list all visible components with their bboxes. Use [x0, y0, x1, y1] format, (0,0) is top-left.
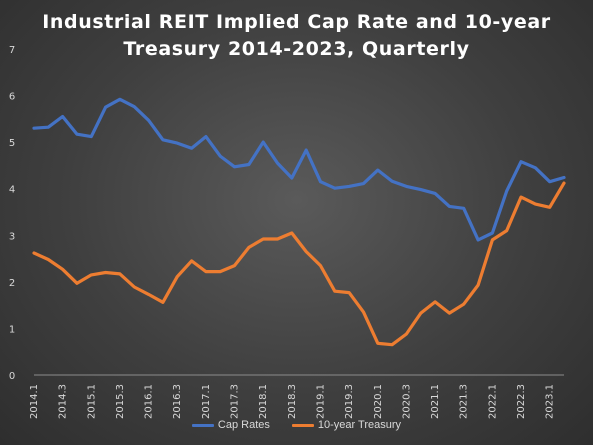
legend-swatch-cap-rates [191, 423, 214, 427]
chart-title-line-2: Treasury 2014-2023, Quarterly [123, 38, 470, 60]
x-tick-label: 2022.1 [487, 384, 498, 419]
x-tick-label: 2016.3 [172, 384, 183, 419]
y-tick-label: 2 [9, 278, 15, 289]
x-tick-label: 2017.3 [230, 384, 241, 419]
x-tick-label: 2015.1 [86, 384, 97, 419]
legend-item-10-year-treasury: 10-year Treasury [291, 419, 402, 431]
y-tick-label: 4 [9, 185, 15, 196]
x-tick-label: 2019.3 [344, 384, 355, 419]
x-tick-label: 2018.3 [287, 384, 298, 419]
series-line-cap-rates [32, 97, 566, 242]
x-tick-label: 2016.1 [144, 384, 155, 419]
x-tick-label: 2021.1 [430, 384, 441, 419]
chart-title-line-1: Industrial REIT Implied Cap Rate and 10-… [42, 11, 551, 33]
series-line-10-year-treasury [32, 181, 566, 347]
x-tick-label: 2018.1 [258, 384, 269, 419]
x-tick-label: 2014.3 [58, 384, 69, 419]
x-tick-label: 2017.1 [201, 384, 212, 419]
legend-swatch-10-year-treasury [291, 423, 314, 427]
x-tick-label: 2015.3 [115, 384, 126, 419]
x-tick-label: 2020.3 [401, 384, 412, 419]
y-tick-label: 3 [9, 231, 15, 242]
legend-label-cap-rates: Cap Rates [217, 419, 270, 431]
x-tick-label: 2021.3 [459, 384, 470, 419]
y-tick-label: 0 [9, 371, 15, 382]
y-tick-label: 1 [9, 324, 15, 335]
y-tick-label: 5 [9, 138, 15, 149]
x-tick-label: 2023.1 [545, 384, 556, 419]
legend-item-cap-rates: Cap Rates [191, 419, 270, 431]
legend-label-10-year-treasury: 10-year Treasury [317, 419, 402, 431]
x-tick-label: 2019.1 [315, 384, 326, 419]
y-tick-label: 6 [9, 92, 15, 103]
y-tick-label: 7 [9, 45, 15, 56]
x-tick-label: 2020.1 [373, 384, 384, 419]
x-tick-label: 2022.3 [516, 384, 527, 419]
x-tick-label: 2014.1 [29, 384, 40, 419]
legend: Cap Rates 10-year Treasury [0, 419, 593, 431]
